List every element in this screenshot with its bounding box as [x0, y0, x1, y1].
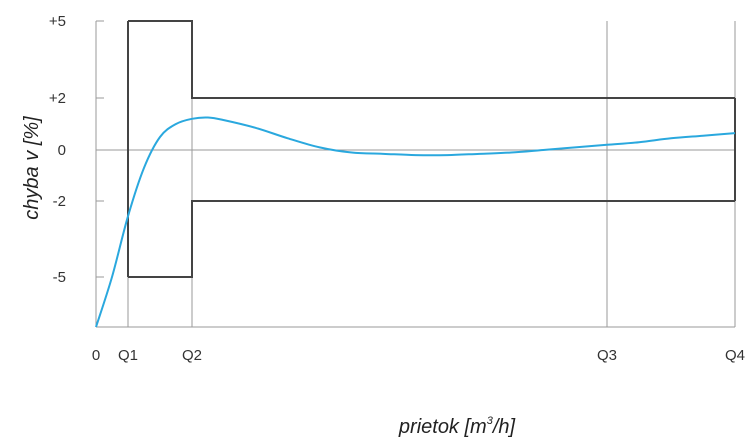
error-curve-series — [95, 116, 736, 328]
y-axis-ticks: +5 +2 0 -2 -5 — [49, 13, 66, 286]
error-curve-line — [95, 116, 736, 328]
y-tick-label: 0 — [58, 142, 66, 159]
x-tick-label: 0 — [92, 347, 100, 364]
x-axis-title-end: /h] — [491, 416, 516, 438]
x-tick-label: Q4 — [725, 347, 745, 364]
x-tick-label: Q1 — [118, 347, 138, 364]
envelope-upper-limit — [128, 20, 735, 99]
y-tick-label: +5 — [49, 13, 66, 30]
x-axis-title-main: prietok [m — [398, 416, 487, 438]
x-tick-label: Q3 — [597, 347, 617, 364]
y-tick-label: +2 — [49, 90, 66, 107]
y-tick-label: -5 — [53, 269, 66, 286]
envelope-lower-limit — [128, 200, 735, 278]
y-axis-title: chyba v [%] — [21, 116, 43, 220]
y-tick-label: -2 — [53, 193, 66, 210]
error-limit-envelope — [127, 20, 736, 278]
x-axis-title: prietok [m3/h] — [398, 415, 516, 438]
x-axis-title-superscript: 3 — [487, 415, 494, 427]
x-axis-ticks: 0 Q1 Q2 Q3 Q4 — [92, 347, 745, 364]
x-tick-label: Q2 — [182, 347, 202, 364]
